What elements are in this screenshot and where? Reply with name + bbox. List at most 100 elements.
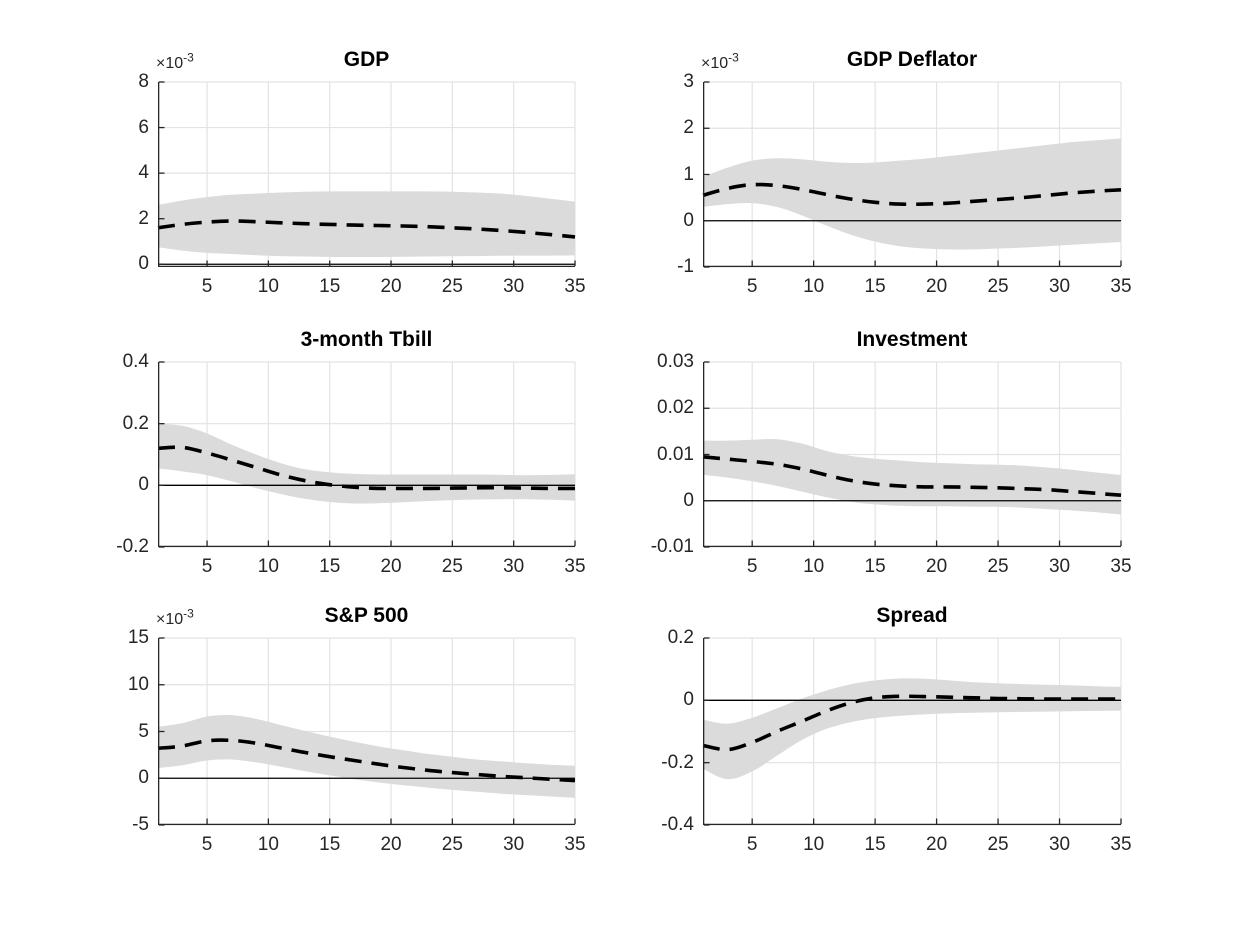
subplot-title: GDP Deflator — [846, 48, 978, 71]
confidence-band — [703, 678, 1121, 780]
x-tick-label: 20 — [380, 276, 402, 297]
y-tick-label: 10 — [127, 673, 149, 695]
x-tick-label: 5 — [201, 834, 213, 855]
confidence-band — [158, 423, 575, 504]
x-tick-label: 10 — [257, 834, 279, 855]
y-tick-label: 1 — [683, 163, 694, 185]
y-tick-label: 0.02 — [657, 397, 694, 419]
x-tick-label: 25 — [987, 556, 1009, 577]
x-tick-label: 25 — [441, 276, 463, 297]
x-tick-label: 10 — [803, 276, 825, 297]
x-tick-label: 30 — [1048, 834, 1071, 855]
x-tick-label: 10 — [257, 276, 279, 297]
y-tick-label: 0 — [683, 209, 694, 231]
confidence-band — [703, 138, 1121, 250]
x-tick-label: 30 — [503, 834, 525, 855]
x-tick-label: 5 — [201, 556, 213, 577]
y-tick-label: 0.2 — [667, 627, 694, 648]
plot-area — [157, 81, 576, 268]
x-tick-label: 10 — [803, 556, 825, 577]
y-tick-label: 5 — [138, 720, 149, 742]
x-tick-label: 20 — [926, 276, 948, 297]
subplot-title: Investment — [856, 328, 968, 351]
y-axis-exponent-base: ×10 — [701, 55, 729, 72]
plot-area — [157, 637, 576, 826]
subplot-s-p-500: S&P 500 ×10-3 -5 0 5 10 15 5 10 15 20 25 30 35 — [128, 604, 586, 855]
x-tick-label: 20 — [380, 556, 402, 577]
x-tick-label: 25 — [987, 834, 1009, 855]
x-tick-label: 30 — [503, 276, 525, 297]
subplot-title: Spread — [876, 604, 948, 627]
subplot-title: S&P 500 — [324, 604, 409, 627]
x-tick-label: 5 — [746, 276, 758, 297]
confidence-band — [158, 191, 575, 258]
y-axis-exponent-power: -3 — [728, 50, 739, 65]
x-tick-label: 35 — [564, 276, 586, 297]
confidence-band — [703, 438, 1121, 515]
y-tick-label: -1 — [677, 256, 694, 277]
subplot-gdp: GDP ×10-3 0 2 4 6 8 5 10 15 20 25 30 35 — [138, 48, 585, 297]
plot-area — [702, 361, 1122, 548]
confidence-band — [158, 714, 575, 798]
x-tick-label: 20 — [926, 834, 948, 855]
y-tick-label: 15 — [127, 627, 149, 648]
x-tick-label: 5 — [746, 556, 758, 577]
x-tick-label: 35 — [564, 556, 586, 577]
y-tick-label: 6 — [138, 116, 149, 138]
y-tick-label: 0.01 — [657, 443, 694, 465]
subplot-3-month-tbill: 3-month Tbill -0.2 0 0.2 0.4 5 10 15 20 25 30 35 — [116, 328, 585, 577]
x-tick-label: 35 — [564, 834, 586, 855]
y-axis-exponent-base: ×10 — [156, 611, 184, 628]
median-line — [702, 694, 1121, 752]
subplot-title: GDP — [343, 48, 390, 71]
x-tick-label: 10 — [257, 556, 279, 577]
x-tick-label: 20 — [380, 834, 402, 855]
y-axis-exponent: ×10-3 — [156, 606, 194, 631]
plot-area — [702, 81, 1122, 268]
axes — [702, 637, 1122, 826]
x-tick-label: 30 — [1048, 276, 1071, 297]
y-tick-label: -0.2 — [116, 536, 149, 557]
y-tick-label: 0.03 — [657, 351, 694, 372]
x-tick-label: 10 — [803, 834, 825, 855]
plot-area — [157, 361, 576, 548]
x-tick-label: 25 — [987, 276, 1009, 297]
y-tick-label: 0 — [138, 474, 149, 496]
y-tick-label: 0.4 — [122, 351, 149, 372]
y-tick-label: 2 — [683, 117, 694, 139]
x-tick-label: 20 — [926, 556, 948, 577]
x-tick-label: 15 — [319, 834, 341, 855]
y-tick-label: 8 — [138, 71, 149, 92]
y-tick-label: 3 — [683, 71, 694, 92]
x-tick-label: 30 — [1048, 556, 1071, 577]
x-tick-label: 35 — [1110, 834, 1132, 855]
subplot-spread: Spread -0.4 -0.2 0 0.2 5 10 15 20 25 30 35 — [661, 604, 1131, 855]
y-tick-label: 0 — [138, 767, 149, 789]
y-tick-label: -5 — [132, 814, 149, 835]
y-axis-exponent-base: ×10 — [156, 55, 184, 72]
y-axis-exponent: ×10-3 — [156, 50, 194, 75]
x-tick-label: 15 — [864, 276, 886, 297]
y-tick-label: 0 — [138, 253, 149, 275]
x-tick-label: 5 — [746, 834, 758, 855]
y-axis-exponent-power: -3 — [183, 606, 194, 621]
axes — [157, 81, 576, 268]
y-tick-label: 4 — [138, 162, 149, 184]
y-axis-exponent: ×10-3 — [701, 50, 739, 75]
axes — [702, 361, 1122, 548]
subplot-gdp-deflator: GDP Deflator ×10-3 -1 0 1 2 3 5 10 15 20 25 30 35 — [677, 48, 1131, 297]
y-tick-label: 0 — [683, 489, 694, 511]
x-tick-label: 25 — [441, 834, 463, 855]
x-tick-label: 30 — [503, 556, 525, 577]
subplot-investment: Investment -0.01 0 0.01 0.02 0.03 5 10 15 20 25 30… — [651, 328, 1132, 577]
x-tick-label: 15 — [319, 276, 341, 297]
y-tick-label: 2 — [138, 207, 149, 229]
y-tick-label: -0.01 — [650, 536, 694, 557]
x-tick-label: 15 — [864, 834, 886, 855]
subplot-title: 3-month Tbill — [300, 328, 433, 351]
x-tick-label: 15 — [864, 556, 886, 577]
y-axis-exponent-power: -3 — [183, 50, 194, 65]
x-tick-label: 15 — [319, 556, 341, 577]
plot-area — [702, 637, 1122, 826]
